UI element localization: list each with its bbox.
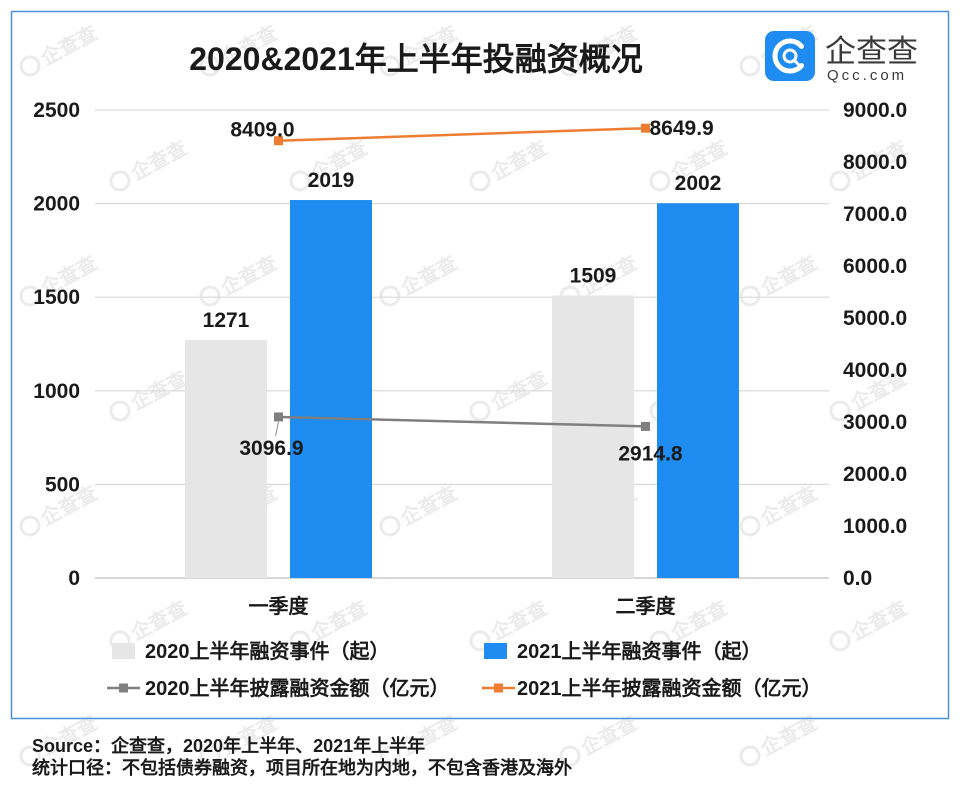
- watermark-logo-icon: [739, 285, 761, 307]
- y-right-tick-label: 4000.0: [843, 359, 907, 382]
- watermark-logo-icon: [829, 630, 851, 652]
- line-marker: [274, 412, 283, 422]
- logo-handle: [793, 59, 801, 67]
- y-right-tick-label: 1000.0: [843, 515, 907, 538]
- bar-data-label: 2002: [675, 172, 722, 195]
- y-right-tick-label: 5000.0: [843, 307, 907, 330]
- watermark-logo-icon: [379, 745, 401, 767]
- bar-data-label: 1509: [570, 265, 617, 288]
- bar-data-label: 1271: [203, 309, 250, 332]
- chart-title: 2020&2021年上半年投融资概况: [189, 41, 643, 77]
- legend-swatch: [484, 643, 507, 659]
- line-marker: [641, 421, 650, 431]
- y-right-tick-label: 8000.0: [843, 151, 907, 174]
- watermark-logo-icon: [829, 400, 851, 422]
- y-left-tick-label: 500: [45, 473, 80, 496]
- y-left-tick-label: 2500: [33, 99, 80, 122]
- y-right-tick-label: 6000.0: [843, 255, 907, 278]
- line-marker: [641, 123, 650, 133]
- watermark-logo-icon: [469, 170, 491, 192]
- y-right-tick-label: 7000.0: [843, 203, 907, 226]
- watermark-logo-icon: [199, 285, 221, 307]
- legend-marker: [494, 683, 503, 693]
- legend-label: 2021上半年披露融资金额（亿元）: [517, 676, 822, 700]
- bar-data-label: 2019: [308, 169, 355, 192]
- y-left-tick-label: 1000: [33, 380, 80, 403]
- watermark-logo-icon: [829, 170, 851, 192]
- data-labels: 1271 1509 2019 2002 3096.9 2914.8 8409.0 8649.9: [203, 117, 722, 465]
- watermark-logo-icon: [739, 745, 761, 767]
- scope-note: 统计口径：不包括债券融资，项目所在地为内地，不包含香港及海外: [32, 757, 572, 778]
- bar-series: [185, 200, 739, 579]
- y-right-tick-label: 2000.0: [843, 463, 907, 486]
- logo-c-ring: [772, 38, 804, 74]
- watermark-logo-icon: [469, 400, 491, 422]
- bar: [552, 295, 634, 578]
- legend-label: 2020上半年融资事件（起）: [145, 639, 390, 663]
- watermark-logo-icon: [19, 515, 41, 537]
- x-axis-categories: 一季度 二季度: [249, 594, 677, 618]
- chart-frame: [10, 10, 950, 720]
- watermark-logo-icon: [649, 170, 671, 192]
- series-line: [278, 415, 646, 428]
- watermark-logo-icon: [289, 170, 311, 192]
- bar: [185, 340, 267, 578]
- legend-swatch: [112, 643, 135, 659]
- y-left-tick-label: 2000: [33, 193, 80, 216]
- line-data-label: 2914.8: [618, 442, 683, 465]
- watermark-logo-icon: [739, 55, 761, 77]
- line-data-label: 8649.9: [650, 117, 714, 140]
- watermark-logo-icon: [649, 630, 671, 652]
- y-right-tick-label: 9000.0: [843, 99, 907, 122]
- y-right-tick-label: 0.0: [843, 567, 872, 590]
- legend-item: 2020上半年融资事件（起）: [112, 639, 390, 663]
- leader-line: [275, 421, 279, 437]
- watermark-logo-icon: [19, 55, 41, 77]
- legend-label: 2021上半年融资事件（起）: [517, 639, 762, 663]
- x-category-label: 一季度: [249, 594, 310, 618]
- legend-marker: [119, 683, 128, 693]
- line-data-label: 8409.0: [230, 119, 294, 142]
- logo-lens: [782, 48, 798, 64]
- watermark-logo-icon: [109, 170, 131, 192]
- legend-item: 2021上半年披露融资金额（亿元）: [482, 676, 822, 700]
- y-left-tick-label: 0: [68, 567, 80, 590]
- y-axis-left: 0 500 1000 1500 2000 2500: [33, 99, 80, 590]
- watermark-logo-icon: [19, 745, 41, 767]
- y-right-tick-label: 3000.0: [843, 411, 907, 434]
- watermark-logo-icon: [559, 55, 581, 77]
- logo-name: 企查查: [825, 34, 918, 69]
- watermark-logo-icon: [559, 745, 581, 767]
- legend-item: 2021上半年融资事件（起）: [484, 639, 762, 663]
- watermark-logo-icon: [199, 55, 221, 77]
- watermark-logo-icon: [289, 630, 311, 652]
- legend-label: 2020上半年披露融资金额（亿元）: [145, 676, 450, 700]
- series-line: [278, 126, 646, 142]
- watermark-logo-icon: [109, 400, 131, 422]
- legend-item: 2020上半年披露融资金额（亿元）: [107, 676, 450, 700]
- y-left-tick-label: 1500: [33, 286, 80, 309]
- watermark-logo-icon: [19, 285, 41, 307]
- watermark-logo-icon: [379, 55, 401, 77]
- legend: 2020上半年融资事件（起） 2021上半年融资事件（起） 2020上半年披露融资金…: [107, 639, 822, 700]
- y-axis-right: 0.0 1000.0 2000.0 3000.0 4000.0 5000.0 6000.0 7…: [843, 99, 907, 590]
- bar: [290, 200, 372, 578]
- watermark-logo-icon: [739, 515, 761, 537]
- line-series: [274, 123, 650, 431]
- watermark-logo-icon: [379, 285, 401, 307]
- line-marker: [274, 136, 283, 146]
- source-note: Source：企查查，2020年上半年、2021年上半年: [32, 735, 425, 756]
- logo-domain: Qcc.com: [827, 67, 907, 84]
- watermark-logo-icon: [379, 515, 401, 537]
- bar: [657, 203, 739, 579]
- qcc-magnifier-logo-icon: [765, 31, 815, 81]
- line-data-label: 3096.9: [239, 437, 303, 460]
- x-category-label: 二季度: [616, 594, 677, 618]
- watermark-logo-icon: [199, 745, 221, 767]
- qcc-logo: 企查查 Qcc.com: [765, 31, 918, 84]
